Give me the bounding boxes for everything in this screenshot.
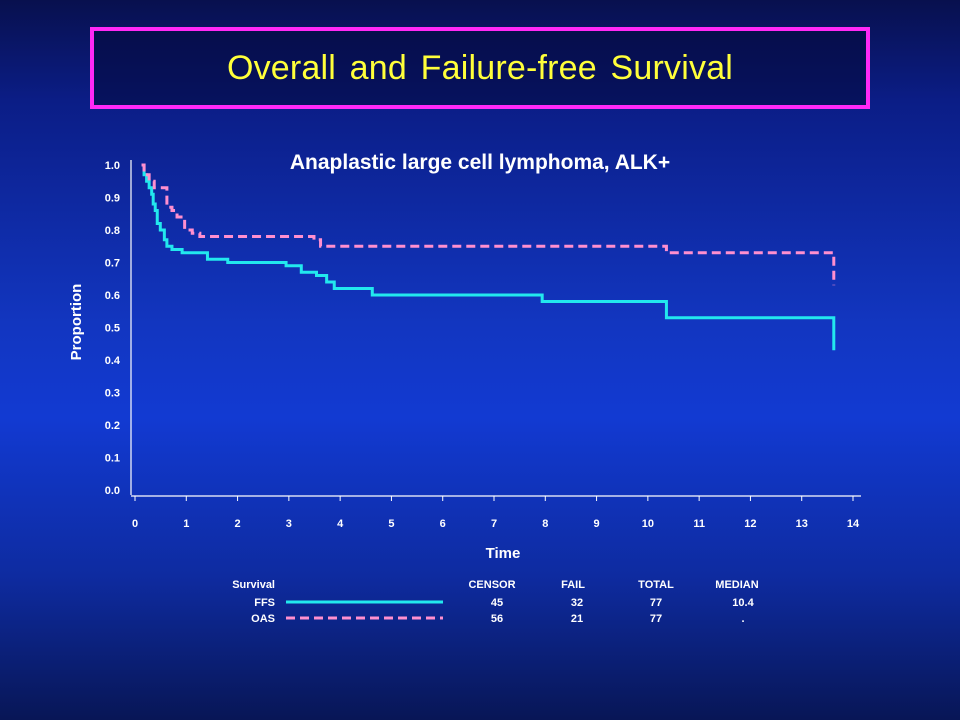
- y-tick-label: 0.4: [105, 355, 121, 367]
- legend-row-label: OAS: [251, 613, 275, 625]
- x-tick-label: 9: [594, 518, 600, 530]
- legend-header-censor: CENSOR: [468, 579, 515, 591]
- y-tick-label: 0.2: [105, 420, 120, 432]
- legend-header-survival: Survival: [232, 579, 275, 591]
- x-tick-label: 14: [847, 518, 860, 530]
- x-tick-label: 7: [491, 518, 497, 530]
- chart-axes: [130, 160, 861, 497]
- y-tick-label: 1.0: [105, 160, 120, 172]
- y-tick-label: 0.9: [105, 193, 120, 205]
- y-tick-label: 0.3: [105, 388, 120, 400]
- x-tick-label: 12: [744, 518, 756, 530]
- x-tick-label: 5: [388, 518, 394, 530]
- x-axis-label: Time: [486, 545, 521, 562]
- y-axis-ticks: 0.0 0.1 0.2 0.3 0.4 0.5 0.6 0.7 0.8 0.9 1.0: [105, 160, 121, 497]
- x-tick-label: 11: [693, 518, 705, 530]
- x-tick-label: 13: [796, 518, 808, 530]
- legend-row-label: FFS: [254, 597, 275, 609]
- chart-legend: Survival CENSOR FAIL TOTAL MEDIAN FFS 45 32 77 10…: [232, 579, 759, 625]
- x-axis-ticks: 0 1 2 3 4 5 6 7 8 9 10 11 12 13 14: [132, 496, 860, 530]
- legend-cell-fail: 21: [571, 613, 583, 625]
- x-tick-label: 10: [642, 518, 654, 530]
- y-tick-label: 0.6: [105, 290, 120, 302]
- x-tick-label: 1: [183, 518, 189, 530]
- legend-cell-fail: 32: [571, 597, 583, 609]
- y-tick-label: 0.8: [105, 225, 120, 237]
- legend-cell-total: 77: [650, 613, 662, 625]
- x-tick-label: 6: [440, 518, 446, 530]
- legend-cell-censor: 45: [491, 597, 503, 609]
- legend-cell-censor: 56: [491, 613, 503, 625]
- slide-title-box: Overall and Failure-free Survival: [90, 27, 870, 109]
- x-tick-label: 2: [235, 518, 241, 530]
- x-tick-label: 3: [286, 518, 292, 530]
- y-tick-label: 0.0: [105, 485, 120, 497]
- legend-cell-total: 77: [650, 597, 662, 609]
- y-tick-label: 0.5: [105, 323, 120, 335]
- x-tick-label: 4: [337, 518, 344, 530]
- legend-cell-median: .: [741, 613, 744, 625]
- oas-series-line: [141, 163, 836, 286]
- legend-header-fail: FAIL: [561, 579, 585, 591]
- legend-cell-median: 10.4: [732, 597, 754, 609]
- legend-header-total: TOTAL: [638, 579, 674, 591]
- ffs-series-line: [141, 163, 836, 351]
- y-axis-label: Proportion: [68, 284, 85, 361]
- y-tick-label: 0.1: [105, 453, 120, 465]
- legend-header-median: MEDIAN: [715, 579, 758, 591]
- series-layer: [141, 163, 836, 351]
- x-tick-label: 8: [542, 518, 548, 530]
- y-tick-label: 0.7: [105, 258, 120, 270]
- x-tick-label: 0: [132, 518, 138, 530]
- chart-title: Anaplastic large cell lymphoma, ALK+: [290, 151, 670, 174]
- slide-title: Overall and Failure-free Survival: [226, 48, 734, 87]
